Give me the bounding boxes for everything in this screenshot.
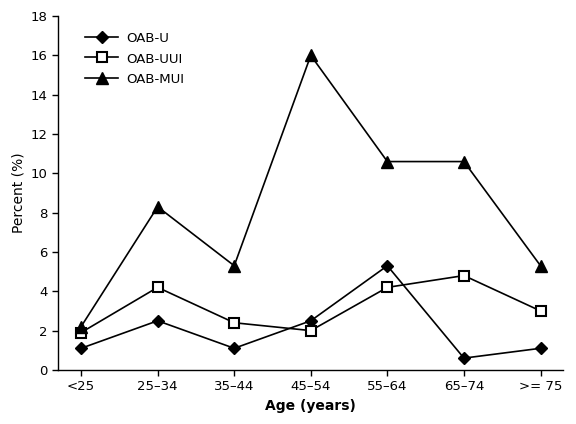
OAB-U xyxy=(460,356,467,361)
OAB-U xyxy=(384,263,391,268)
X-axis label: Age (years): Age (years) xyxy=(266,399,356,413)
OAB-UUI xyxy=(384,285,391,290)
OAB-U xyxy=(154,318,161,324)
OAB-U xyxy=(231,346,238,351)
Line: OAB-UUI: OAB-UUI xyxy=(76,271,545,338)
OAB-U xyxy=(78,346,85,351)
OAB-UUI xyxy=(460,273,467,278)
OAB-MUI xyxy=(537,263,544,268)
OAB-MUI xyxy=(154,204,161,209)
OAB-MUI xyxy=(308,53,314,58)
OAB-UUI xyxy=(78,330,85,335)
OAB-MUI xyxy=(460,159,467,164)
Line: OAB-MUI: OAB-MUI xyxy=(75,50,546,332)
Y-axis label: Percent (%): Percent (%) xyxy=(11,153,25,233)
OAB-UUI xyxy=(308,328,314,333)
OAB-U xyxy=(537,346,544,351)
OAB-UUI xyxy=(231,320,238,325)
OAB-MUI xyxy=(231,263,238,268)
OAB-MUI xyxy=(384,159,391,164)
OAB-UUI xyxy=(537,308,544,313)
OAB-UUI xyxy=(154,285,161,290)
Legend: OAB-U, OAB-UUI, OAB-MUI: OAB-U, OAB-UUI, OAB-MUI xyxy=(80,26,190,92)
OAB-U xyxy=(308,318,314,324)
OAB-MUI xyxy=(78,324,85,329)
Line: OAB-U: OAB-U xyxy=(77,262,545,362)
